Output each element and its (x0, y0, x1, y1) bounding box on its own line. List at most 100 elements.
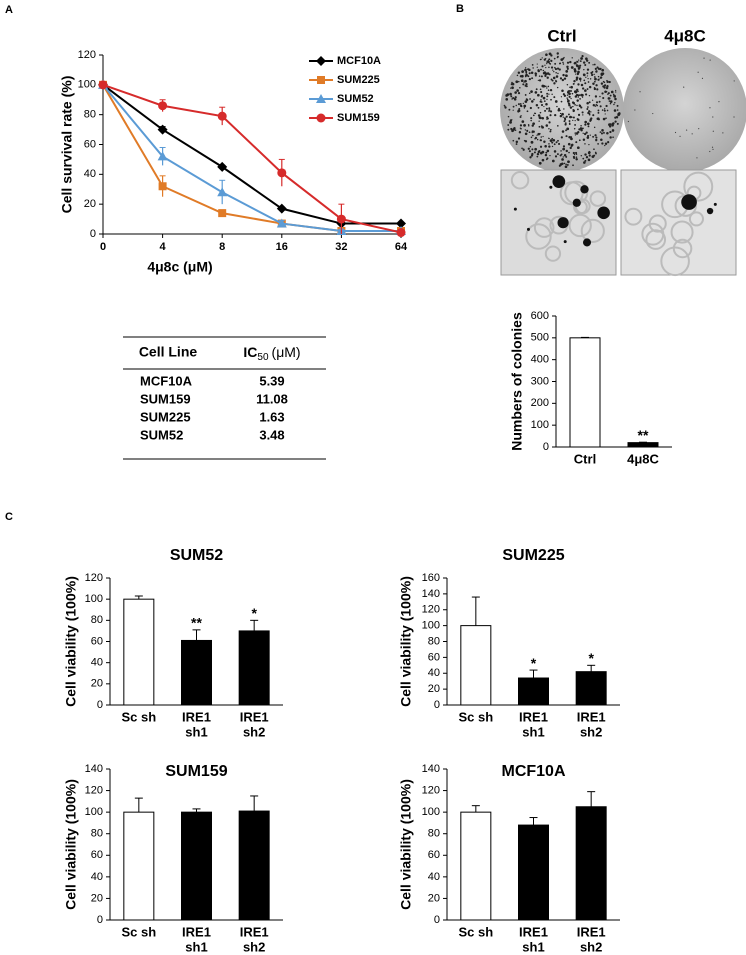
colony-dot (540, 136, 543, 138)
colony-dot (696, 157, 698, 159)
colony-dot (596, 104, 599, 107)
colony-dot (552, 69, 554, 71)
colony-dot (578, 139, 581, 142)
colony-dot (548, 58, 551, 61)
colony-dot (587, 111, 590, 115)
colony-dot (503, 104, 506, 107)
colony-dot (538, 161, 542, 165)
x-tick-label: Sc sh (458, 709, 493, 724)
colony-dot (571, 57, 573, 59)
colony-dot (519, 124, 523, 127)
bar (575, 806, 607, 921)
colony-dot (511, 86, 514, 90)
y-tick-label: 0 (97, 914, 103, 926)
y-tick-label: 20 (91, 892, 103, 904)
colony-dot (543, 100, 546, 102)
colony-dot (588, 143, 590, 146)
y-tick-label: 60 (91, 635, 103, 647)
colony-dot (579, 98, 581, 100)
x-tick-label: IRE1 (182, 709, 211, 724)
colony-dot (519, 103, 522, 105)
colony-dot (614, 97, 617, 101)
colony-dot (585, 156, 589, 159)
colony-dot (597, 75, 600, 78)
x-tick-label: Sc sh (121, 709, 156, 724)
colony-dot (536, 152, 540, 156)
colony-dot (599, 95, 601, 98)
colony-dot (539, 88, 542, 91)
y-tick-label: 500 (531, 332, 549, 344)
colony-dot (613, 103, 615, 106)
colony-dot (627, 120, 629, 123)
colony-dot (537, 114, 541, 117)
colony-dot (568, 92, 570, 95)
colony-dot (691, 133, 693, 135)
colony-dot (542, 96, 546, 100)
colony-dot (560, 150, 562, 152)
colony-dot (562, 73, 565, 77)
colony-dot (559, 112, 562, 115)
colony-dot (722, 132, 724, 134)
colony-dot (683, 86, 685, 88)
colony-dot (507, 124, 510, 126)
colony-dot (552, 76, 556, 80)
table-cell: SUM159 (140, 391, 191, 406)
colony-dot (733, 80, 735, 82)
y-tick-label: 40 (428, 871, 440, 883)
colony-dot (528, 72, 531, 75)
colony-dot (601, 68, 605, 72)
colony-dot (597, 109, 600, 112)
colony-dot (534, 91, 538, 94)
colony-dot (591, 155, 595, 159)
plate-label: Ctrl (547, 26, 576, 45)
colony-dot (562, 147, 566, 151)
colony-dot (603, 109, 606, 112)
y-tick-label: 80 (84, 109, 96, 121)
colony-dot (549, 63, 552, 65)
colony-dot (596, 88, 599, 91)
y-tick-label: 100 (78, 79, 96, 91)
colony-dot (615, 91, 617, 93)
colony-dot (581, 111, 584, 114)
colony-dot (566, 127, 570, 131)
colony-dot (556, 86, 559, 89)
colony-dot (507, 115, 510, 118)
y-tick-label: 600 (531, 310, 549, 322)
colony-dot (563, 94, 567, 97)
colony-dot (521, 120, 525, 123)
colony-dot (546, 92, 549, 95)
colony-dot (520, 127, 522, 130)
colony-dot (593, 126, 596, 129)
colony-dot (550, 54, 553, 57)
colony-dot (570, 97, 572, 100)
colony-dot (573, 83, 575, 85)
colony-dot (597, 67, 600, 70)
colony-dot (517, 92, 521, 95)
colony-dot (561, 78, 565, 82)
y-tick-label: 0 (543, 441, 549, 453)
colony-dot (558, 142, 561, 146)
colony-dot (512, 105, 515, 108)
colony-dot (577, 83, 580, 86)
bar (460, 811, 492, 921)
table-header: Cell Line (139, 344, 198, 360)
colony-dot (559, 109, 561, 112)
colony-dot (581, 55, 584, 58)
legend-marker (317, 76, 325, 84)
colony-dot (520, 105, 523, 108)
colony-dot (551, 141, 554, 144)
colony-dot (584, 63, 587, 67)
colony-dot (559, 77, 563, 80)
colony-dot (594, 151, 597, 154)
colony-dot (531, 77, 534, 80)
colony-dot (556, 124, 559, 127)
x-tick-label: 4μ8C (627, 451, 659, 466)
colony-dot (555, 75, 559, 78)
colony-dot (586, 75, 589, 77)
significance-label: * (251, 605, 257, 621)
plate-image (500, 48, 624, 172)
y-tick-label: 120 (78, 49, 96, 61)
y-tick-label: 120 (85, 572, 103, 584)
colony-dot (573, 127, 576, 130)
colony-dot (524, 129, 527, 131)
